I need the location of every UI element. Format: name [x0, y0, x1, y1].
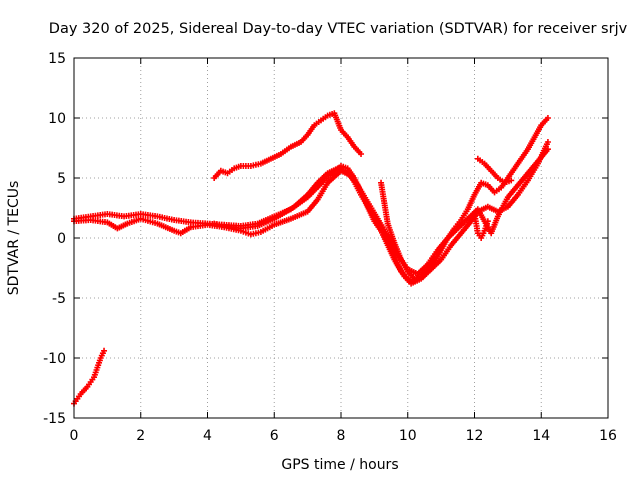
x-tick-label: 12 — [466, 428, 484, 444]
series-arc-late-a — [378, 179, 438, 282]
y-tick-label: 5 — [57, 171, 66, 187]
data-points — [71, 110, 551, 407]
data-point — [484, 218, 491, 225]
y-axis-label: SDTVAR / TECUs — [6, 181, 22, 296]
y-tick-labels: -15 -10 -5 0 5 10 15 — [43, 51, 66, 427]
y-tick-label: 0 — [57, 231, 66, 247]
series-arc-late-c — [474, 155, 515, 186]
data-point — [431, 254, 438, 261]
x-tick-label: 2 — [136, 428, 145, 444]
x-tick-labels: 0 2 4 6 8 10 12 14 16 — [70, 428, 617, 444]
gridlines — [74, 58, 608, 418]
series-arc-main-c — [211, 146, 551, 277]
chart-title: Day 320 of 2025, Sidereal Day-to-day VTE… — [49, 21, 628, 37]
y-tick-label: 15 — [48, 51, 66, 67]
x-tick-label: 0 — [70, 428, 79, 444]
x-tick-label: 14 — [532, 428, 550, 444]
data-point — [101, 347, 108, 354]
axis-ticks — [73, 57, 609, 419]
data-point — [508, 177, 515, 184]
series-arc-upper — [211, 110, 365, 181]
y-tick-label: -5 — [52, 291, 66, 307]
x-tick-label: 16 — [599, 428, 617, 444]
x-tick-label: 8 — [337, 428, 346, 444]
x-tick-label: 4 — [203, 428, 212, 444]
y-tick-label: -10 — [43, 351, 66, 367]
y-tick-label: 10 — [48, 111, 66, 127]
data-point — [544, 115, 551, 121]
data-point — [544, 139, 551, 145]
series-arc-late-b — [471, 211, 491, 241]
x-tick-label: 10 — [399, 428, 417, 444]
y-tick-label: -15 — [43, 411, 66, 427]
x-tick-label: 6 — [270, 428, 279, 444]
data-point — [544, 146, 551, 153]
data-point — [358, 151, 365, 157]
x-axis-label: GPS time / hours — [281, 457, 398, 473]
